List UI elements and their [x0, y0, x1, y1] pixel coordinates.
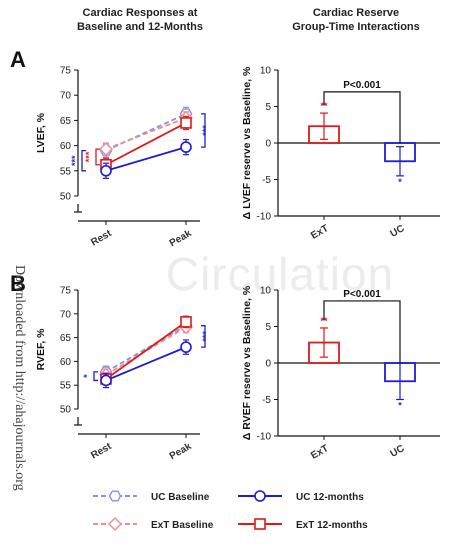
x-tick-label-rest: Rest — [89, 441, 114, 462]
watermark: Circulation — [166, 248, 394, 300]
y-tick-label: 65 — [60, 333, 72, 344]
bar-significance-label: * — [398, 401, 402, 411]
y-tick-label: 0 — [265, 359, 271, 370]
series-line-ext-baseline — [105, 117, 187, 150]
y-axis-title: RVEF, % — [35, 328, 47, 370]
chart-a-line: 50 55 60 65 70 75 LVEF, % Rest Peak *** *** *** — [35, 66, 211, 250]
y-axis-title: Δ RVEF reserve vs Baseline, % — [241, 285, 253, 440]
significance-label: * — [82, 374, 92, 378]
data-point — [180, 141, 192, 153]
y-tick-label: 50 — [60, 192, 72, 203]
y-tick-label: 5 — [265, 102, 271, 113]
legend-label-uc-12-months: UC 12-months — [296, 492, 364, 503]
significance-label: *** — [201, 125, 211, 136]
side-download-text: Downloaded from http://ahajournals.org — [12, 265, 27, 491]
legend-marker-diamond — [108, 517, 122, 531]
x-tick-label-uc: UC — [388, 223, 406, 240]
right-title-line1: Cardiac Reserve — [313, 7, 399, 19]
y-tick-label: -5 — [262, 175, 271, 186]
left-title-line1: Cardiac Responses at — [83, 7, 198, 19]
y-tick-label: 60 — [60, 141, 72, 152]
series-line-uc-12-months — [105, 146, 187, 172]
legend-marker-square — [254, 518, 266, 530]
pvalue-bracket — [323, 300, 401, 363]
data-point — [180, 316, 192, 328]
significance-bracket — [201, 325, 206, 348]
x-tick-label-uc: UC — [388, 443, 406, 460]
y-tick-label: 50 — [60, 405, 72, 416]
significance-bracket — [95, 148, 100, 166]
significance-label: *** — [201, 331, 211, 342]
x-tick-label-peak: Peak — [168, 228, 194, 249]
series-line-uc-baseline — [105, 113, 187, 152]
series-line-ext-12-months — [105, 122, 187, 166]
x-tick-label-ext: ExT — [309, 223, 330, 242]
y-tick-label: 65 — [60, 116, 72, 127]
legend-marker-circle — [254, 490, 266, 502]
y-tick-label: -10 — [257, 432, 272, 443]
left-title-line2: Baseline and 12-Months — [77, 21, 203, 33]
legend-label-uc-baseline: UC Baseline — [151, 492, 210, 503]
pvalue-label: P<0.001 — [343, 80, 381, 91]
panel-letter-a: A — [10, 47, 26, 72]
x-tick-label-ext: ExT — [309, 443, 330, 462]
y-tick-label: 10 — [260, 286, 272, 297]
y-tick-label: 70 — [60, 91, 72, 102]
y-axis-title: LVEF, % — [35, 112, 47, 153]
series-line-uc-baseline — [105, 324, 187, 373]
significance-bracket — [81, 149, 86, 172]
significance-bracket — [201, 113, 206, 148]
y-tick-label: 60 — [60, 357, 72, 368]
bar-significance-label: * — [398, 177, 402, 187]
y-tick-label: 0 — [265, 139, 271, 150]
bar-significance-label: ** — [320, 101, 328, 111]
legend-label-ext-12-months: ExT 12-months — [296, 520, 368, 531]
pvalue-label: P<0.001 — [343, 289, 381, 300]
y-tick-label: 75 — [60, 286, 72, 297]
significance-label: *** — [70, 155, 80, 166]
y-tick-label: -10 — [257, 212, 272, 223]
significance-label: *** — [84, 151, 94, 162]
legend-marker-hexagon — [108, 490, 122, 502]
legend-label-ext-baseline: ExT Baseline — [151, 520, 214, 531]
data-point — [180, 117, 192, 129]
data-point — [100, 374, 112, 387]
data-point — [180, 341, 192, 353]
x-tick-label-rest: Rest — [89, 228, 114, 249]
y-tick-label: 55 — [60, 166, 72, 177]
y-tick-label: 55 — [60, 381, 72, 392]
data-point — [99, 142, 113, 157]
y-axis-title: Δ LVEF reserve vs Baseline, % — [241, 66, 253, 219]
significance-bracket — [93, 371, 98, 382]
x-tick-label-peak: Peak — [168, 441, 194, 462]
pvalue-bracket — [323, 91, 401, 143]
y-tick-label: -5 — [262, 395, 271, 406]
right-title-line2: Group-Time Interactions — [292, 21, 420, 33]
panel-letter-b: B — [10, 271, 26, 296]
y-tick-label: 5 — [265, 322, 271, 333]
legend: UC Baseline UC 12-months ExT Baseline ExT 1… — [93, 490, 368, 531]
y-tick-label: 10 — [260, 66, 272, 77]
series-line-ext-12-months — [105, 321, 187, 380]
data-point — [100, 165, 112, 177]
y-tick-label: 75 — [60, 66, 72, 77]
y-tick-label: 70 — [60, 309, 72, 320]
bar-significance-label: ** — [320, 316, 328, 326]
series-line-uc-12-months — [105, 346, 187, 382]
